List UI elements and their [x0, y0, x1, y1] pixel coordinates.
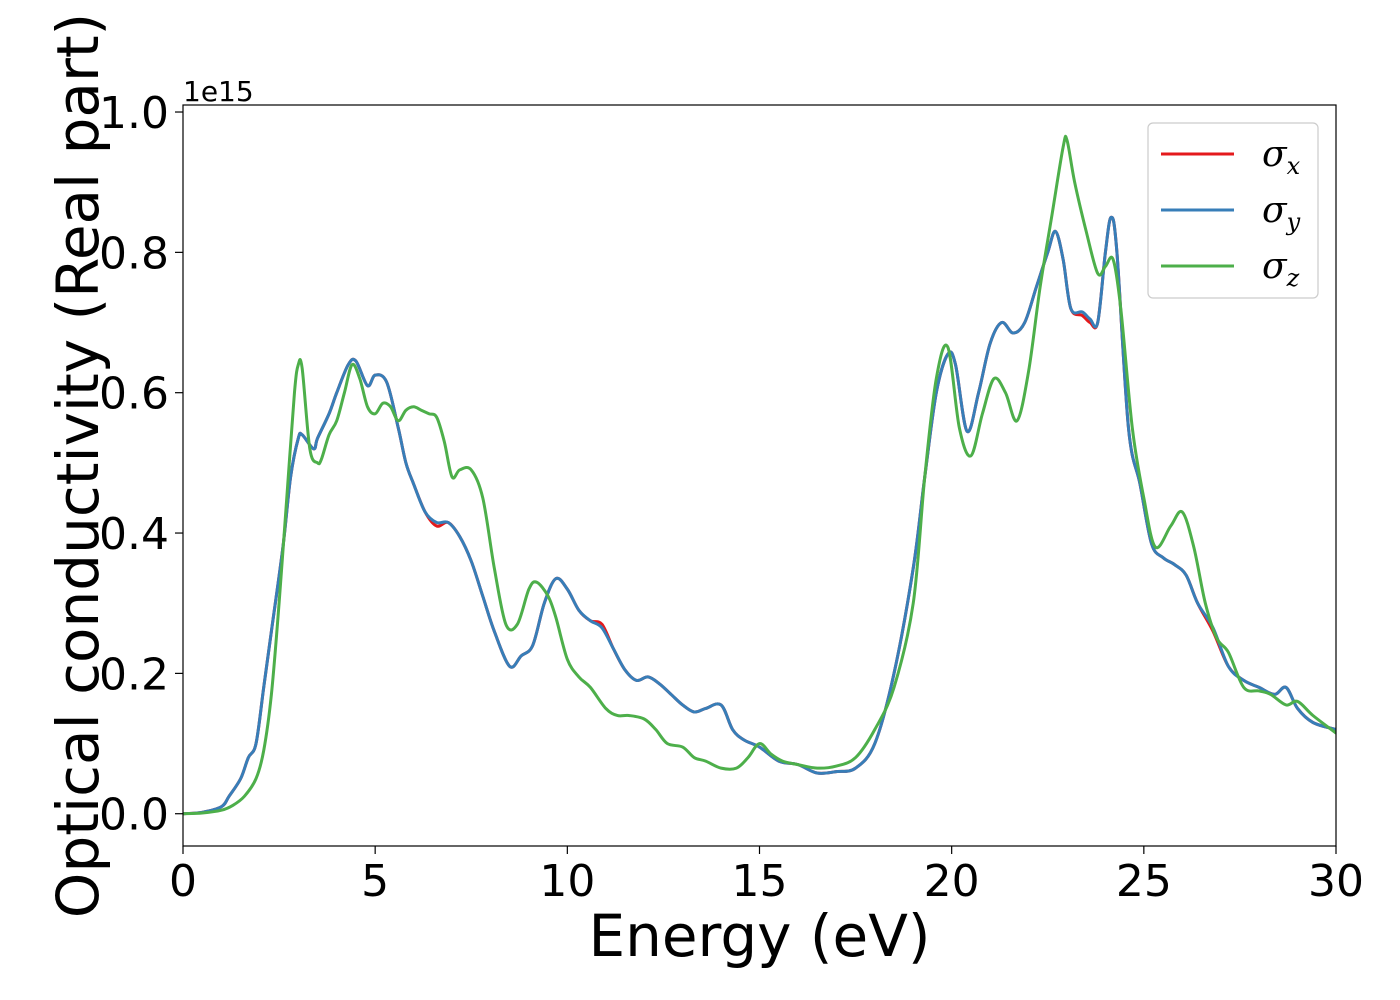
legend: σx σy σz: [1147, 122, 1319, 299]
series-layer: [183, 134, 1336, 816]
y-tick-label: 0.2: [99, 649, 169, 700]
y-tick-label: 0.4: [99, 509, 169, 560]
x-axis-label: Energy (eV): [588, 902, 930, 970]
y-tick-label: 0.0: [99, 790, 169, 841]
x-tick-label: 15: [732, 856, 788, 907]
legend-label-x: σx: [1262, 134, 1301, 180]
x-tick-label: 30: [1308, 856, 1364, 907]
y-axis-offset-text: 1e15: [183, 75, 254, 108]
legend-label-y: σy: [1262, 190, 1301, 236]
y-axis-label: Optical conductivity (Real part): [44, 13, 112, 918]
x-tick-label: 20: [924, 856, 980, 907]
x-tick-label: 0: [169, 856, 197, 907]
y-tick-label: 0.8: [99, 228, 169, 279]
y-tick-label: 0.6: [99, 369, 169, 420]
x-tick-label: 25: [1116, 856, 1172, 907]
x-tick-label: 10: [539, 856, 595, 907]
series-line-z: [183, 134, 1336, 816]
legend-items: σx σy σz: [1161, 134, 1301, 292]
x-tick-label: 5: [361, 856, 389, 907]
series-line-y: [183, 215, 1336, 816]
ticks-layer: 0 5 10 15 20 25 30 0.0 0.2 0.4 0.6 0.8 1.0: [99, 88, 1364, 907]
legend-label-z: σz: [1262, 246, 1300, 292]
y-tick-label: 1.0: [99, 88, 169, 139]
